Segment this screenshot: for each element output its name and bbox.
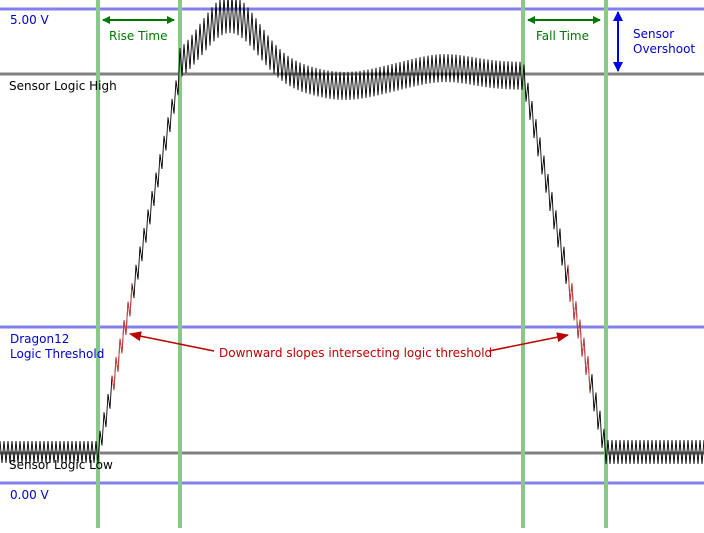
rise-time-label: Rise Time xyxy=(109,29,168,43)
logic-low-label: Sensor Logic Low xyxy=(9,458,113,472)
annotation-arrow-left xyxy=(129,331,215,352)
annotation-label: Downward slopes intersecting logic thres… xyxy=(219,346,492,360)
signal-waveform xyxy=(0,0,704,465)
threshold-label-line1: Dragon12 xyxy=(10,332,69,346)
5v-label: 5.00 V xyxy=(10,13,50,27)
overshoot-label-line1: Sensor xyxy=(633,27,674,41)
annotation-arrow-right xyxy=(488,332,569,352)
threshold-crossing-right xyxy=(567,264,591,394)
logic-high-label: Sensor Logic High xyxy=(9,79,117,93)
threshold-label-line2: Logic Threshold xyxy=(10,347,104,361)
0v-label: 0.00 V xyxy=(10,488,50,502)
fall-time-label: Fall Time xyxy=(536,29,589,43)
overshoot-label-line2: Overshoot xyxy=(633,42,695,56)
threshold-crossing-left xyxy=(111,283,133,391)
